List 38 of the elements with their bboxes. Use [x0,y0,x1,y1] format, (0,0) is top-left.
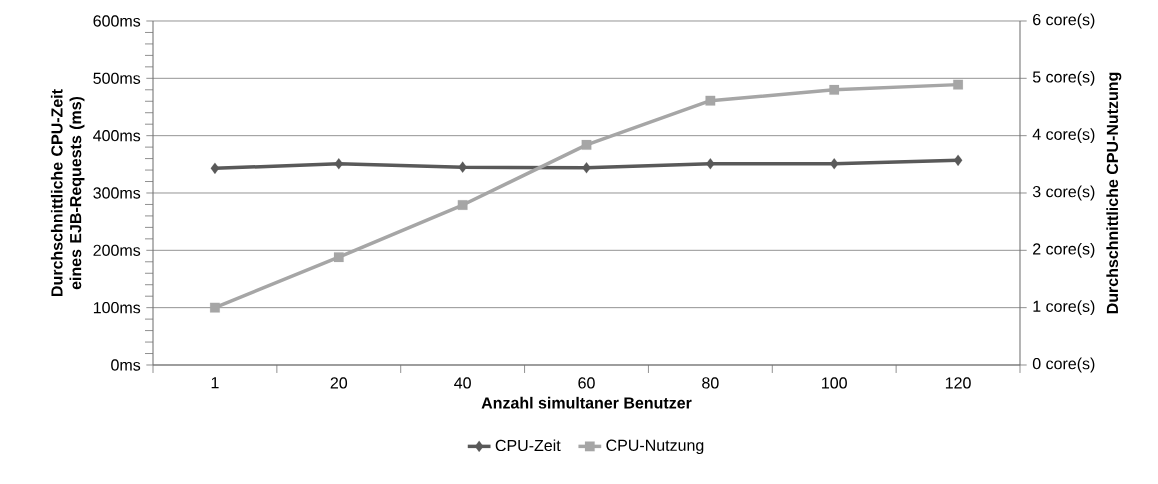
x-tick-label: 80 [702,377,719,389]
y-tick-label: 0ms [111,359,141,371]
point [829,84,840,95]
x-tick-label: 60 [578,377,595,389]
point [458,161,467,173]
y2-tick-label: 2 core(s) [1033,242,1095,258]
y2-tick-label: 5 core(s) [1032,70,1095,86]
x-tick-label: 100 [822,377,847,389]
point [705,95,716,106]
y-tick-label: 300ms [93,187,141,199]
x-tick-label: 20 [330,377,348,389]
y2-tick-label: 3 core(s) [1032,185,1095,201]
y2-tick-label: 0 core(s) [1032,357,1095,373]
y2-tick-label: 4 core(s) [1032,128,1095,144]
y2-axis-title: Durchschnittliche CPU-Nutzung [1106,72,1122,314]
point [210,162,220,175]
y-tick-label: 500ms [93,72,141,84]
point [582,162,591,174]
y-tick-label: 600ms [93,15,141,27]
x-tick-label: 40 [454,377,471,389]
y-tick-label: 100ms [93,301,141,314]
point [953,79,963,90]
point [953,154,963,166]
x-tick-label: 120 [945,377,971,389]
point [333,252,344,263]
point [457,200,468,210]
point [706,158,715,170]
legend-label: CPU-Zeit [495,439,561,452]
y2-tick-label: 6 core(s) [1033,13,1095,29]
y-tick-label: 400ms [93,130,141,142]
point [581,139,592,150]
y-axis-title: Durchschnittliche CPU-Zeit eines EJB-Requests (ms) [50,89,85,296]
x-axis-title: Anzahl simultaner Benutzer [481,396,692,409]
y-tick-label: 200ms [93,244,141,256]
point [210,302,220,313]
y2-tick-label: 1 core(s) [1033,300,1095,316]
x-tick-label: 1 [211,377,219,389]
legend-label: CPU-Nutzung [606,439,704,455]
